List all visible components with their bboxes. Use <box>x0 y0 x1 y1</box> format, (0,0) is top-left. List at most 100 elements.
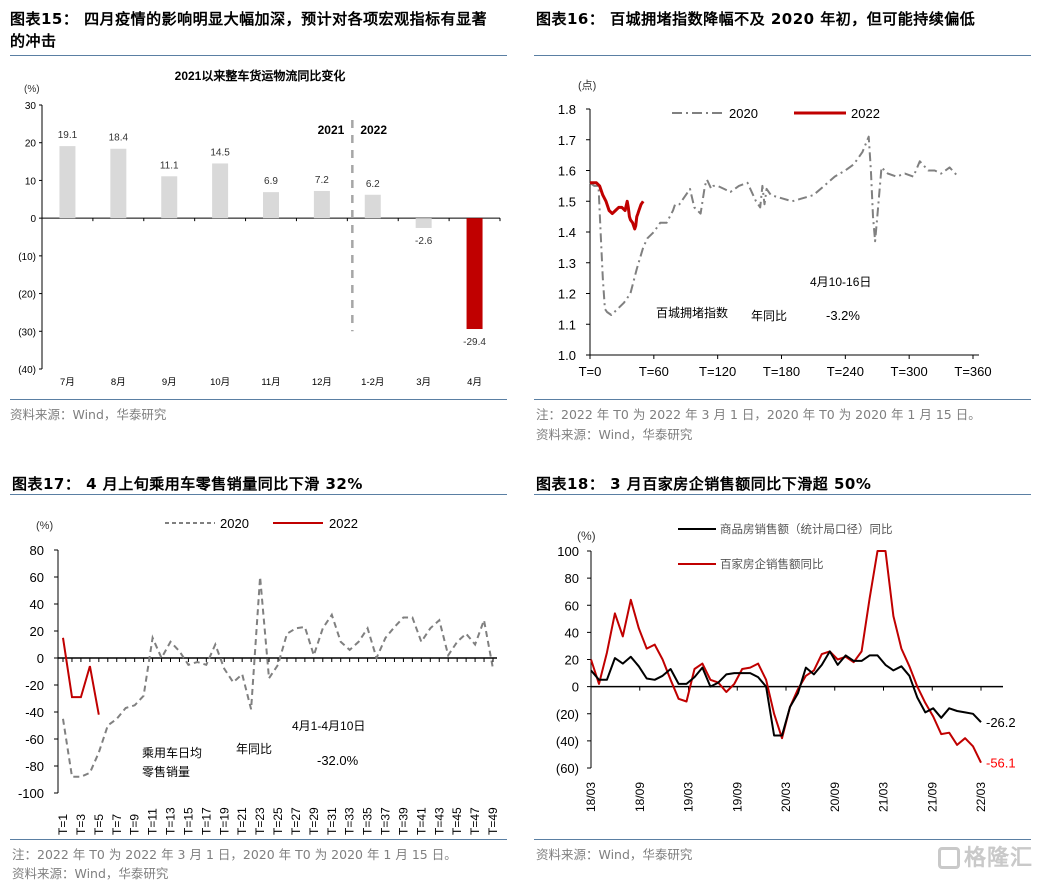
chart17-series-2022 <box>62 637 100 715</box>
chart17-annotation-yoy: 年同比 <box>236 742 272 756</box>
chart15-x-tick-label: 4月 <box>467 377 482 388</box>
chart15-y-tick-label: 0 <box>30 214 36 225</box>
chart17-x-tick-label: T=31 <box>325 807 339 835</box>
chart15-bar <box>415 218 432 228</box>
chart17-y-tick-label: -80 <box>25 759 44 774</box>
chart17-annotation-value: -32.0% <box>317 753 359 768</box>
chart15-x-tick-label: 8月 <box>111 377 126 388</box>
chart17-note: 注：2022 年 T0 为 2022 年 3 月 1 日，2020 年 T0 为… <box>12 847 457 862</box>
chart18-x-tick-label: 18/03 <box>584 782 598 812</box>
chart16-series-2020 <box>589 135 959 316</box>
chart17-y-unit: (%) <box>36 520 53 532</box>
chart15-bar <box>212 163 229 219</box>
chart17-y-tick-label: 60 <box>30 570 44 585</box>
chart16-y-tick-label: 1.5 <box>558 194 576 209</box>
chart17-legend-label-2022: 2022 <box>329 516 358 531</box>
chart15-bar <box>59 146 76 219</box>
chart18-y-tick-label: 100 <box>557 544 579 559</box>
chart15-data-label: 18.4 <box>109 133 129 144</box>
chart17-source: 资料来源：Wind，华泰研究 <box>12 866 169 881</box>
chart17-x-tick-label: T=35 <box>361 807 375 835</box>
chart16-x-tick-label: T=300 <box>891 364 928 379</box>
chart18-source-rule <box>534 839 1031 840</box>
chart15-y-tick-label: (40) <box>18 365 36 376</box>
chart15-x-tick-label: 12月 <box>312 377 332 388</box>
chart16-note-rule <box>534 399 1031 400</box>
chart15-source: 资料来源：Wind，华泰研究 <box>10 407 167 422</box>
chart15-data-label: -2.6 <box>415 236 433 247</box>
chart17-x-tick-label: T=19 <box>217 807 231 835</box>
chart17-series-2020 <box>62 576 494 778</box>
chart17-annotation-label2: 零售销量 <box>142 764 190 779</box>
chart17-x-tick-label: T=3 <box>74 814 88 835</box>
chart16-y-tick-label: 1.8 <box>558 102 576 117</box>
chart18-legend-label-black: 商品房销售额（统计局口径）同比 <box>720 522 893 536</box>
chart17-line-chart: (%) 80 60 40 20 0 -20 -40 -60 -80 -100 T=1 T=3 T=5 T=7… <box>18 516 500 835</box>
chart17-x-tick-label: T=27 <box>289 807 303 835</box>
chart16-legend-label-2020: 2020 <box>729 106 758 121</box>
chart16-line-chart: (点)1.8 1.7 1.6 1.5 1.4 1.3 1.2 1.1 1.0T=0 T=60 T=1… <box>558 79 992 379</box>
chart16-y-unit: (点) <box>578 79 596 92</box>
chart16-annotation-index: 百城拥堵指数 <box>656 305 728 320</box>
chart16-annotation-value: -3.2% <box>826 308 860 323</box>
chart17-x-tick-label: T=43 <box>432 807 446 835</box>
chart18-y-tick-label: (40) <box>556 734 579 749</box>
chart17-x-tick-label: T=5 <box>92 814 106 835</box>
chart17-x-tick-label: T=15 <box>181 807 195 835</box>
chart17-x-tick-label: T=7 <box>110 814 124 835</box>
chart15-x-tick-label: 1-2月 <box>361 377 384 388</box>
chart16-y-tick-label: 1.4 <box>558 225 576 240</box>
chart16-source: 资料来源：Wind，华泰研究 <box>536 427 693 442</box>
chart17-x-tick-label: T=47 <box>468 807 482 835</box>
chart15-data-label: 6.9 <box>264 176 278 187</box>
chart17-y-tick-label: -60 <box>25 732 44 747</box>
chart18-y-unit: (%) <box>577 529 596 543</box>
chart18-title: 图表18： 3 月百家房企销售额同比下滑超 50% <box>536 475 872 493</box>
chart15-title-line1: 图表15： 四月疫情的影响明显大幅加深，预计对各项宏观指标有显著 <box>10 10 488 28</box>
chart18-source: 资料来源：Wind，华泰研究 <box>536 847 693 862</box>
chart16-y-tick-label: 1.1 <box>558 317 576 332</box>
chart15-title-rule <box>10 55 507 56</box>
chart16-series-2022 <box>590 181 645 231</box>
chart15-data-label: -29.4 <box>463 337 486 348</box>
chart17-x-tick-label: T=49 <box>486 807 500 835</box>
chart15-bar <box>263 192 279 219</box>
chart16-annotation-yoy: 年同比 <box>751 309 787 323</box>
chart17-y-tick-label: 80 <box>30 543 44 558</box>
chart18-x-tick-label: 21/09 <box>925 782 939 812</box>
chart17-y-tick-label: -100 <box>18 786 44 801</box>
chart17-x-tick-label: T=17 <box>199 807 213 835</box>
chart18-x-tick-label: 21/03 <box>877 782 891 812</box>
chart15-data-label: 7.2 <box>315 175 329 186</box>
chart15-y-tick-label: (30) <box>18 327 36 338</box>
chart18-x-tick-label: 18/09 <box>633 782 647 812</box>
chart18-title-rule <box>534 494 1031 495</box>
chart15-title-line2: 的冲击 <box>10 32 57 50</box>
chart15-y-tick-label: 20 <box>25 139 37 150</box>
chart18-end-label-top100: -56.1 <box>986 756 1016 771</box>
chart15-source-rule <box>10 399 507 400</box>
chart15-y-tick-label: (10) <box>18 252 36 263</box>
chart18-x-tick-label: 19/09 <box>730 782 744 812</box>
chart17-legend-label-2020: 2020 <box>220 516 249 531</box>
chart15-data-label: 6.2 <box>366 179 380 190</box>
chart16-annotation-period: 4月10-16日 <box>810 275 871 289</box>
chart15-data-label: 14.5 <box>210 147 230 158</box>
chart16-x-tick-label: T=180 <box>763 364 800 379</box>
chart17-x-tick-label: T=33 <box>343 807 357 835</box>
chart16-note: 注：2022 年 T0 为 2022 年 3 月 1 日，2020 年 T0 为… <box>536 407 981 422</box>
chart16-x-tick-label: T=60 <box>639 364 669 379</box>
chart15-title: 图表15： 四月疫情的影响明显大幅加深，预计对各项宏观指标有显著 的冲击 <box>10 8 520 52</box>
chart17-x-tick-label: T=29 <box>307 807 321 835</box>
chart17-x-tick-label: T=41 <box>414 807 428 835</box>
chart15-x-tick-label: 9月 <box>162 377 177 388</box>
chart18-x-tick-label: 19/03 <box>682 782 696 812</box>
chart17-title: 图表17： 4 月上旬乘用车零售销量同比下滑 32% <box>12 475 363 493</box>
chart17-x-tick-label: T=23 <box>253 807 267 835</box>
chart17-y-tick-label: -20 <box>25 678 44 693</box>
chart18-legend-label-red: 百家房企销售额同比 <box>720 557 824 571</box>
chart18-y-tick-label: 40 <box>565 625 579 640</box>
chart15-data-label: 11.1 <box>160 160 179 171</box>
chart17-x-tick-label: T=37 <box>379 807 393 835</box>
